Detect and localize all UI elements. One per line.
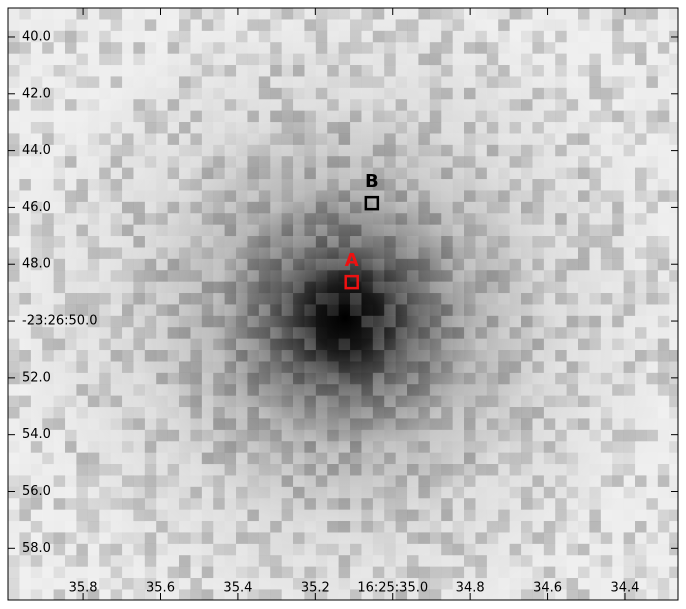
y-tick-label: 42.0 [22, 86, 51, 101]
x-tick-label: 35.4 [223, 581, 252, 596]
x-tick-label: 34.6 [533, 581, 562, 596]
x-tick-label: 34.8 [456, 581, 485, 596]
x-tick-label: 35.6 [146, 581, 175, 596]
y-tick-label: 54.0 [22, 427, 51, 442]
x-tick-label: 34.4 [610, 581, 639, 596]
y-tick-label: 44.0 [22, 143, 51, 158]
y-tick-label: 58.0 [22, 541, 51, 556]
x-tick-label: 35.2 [301, 581, 330, 596]
pixel-noise [8, 8, 681, 601]
y-tick-label: -23:26:50.0 [22, 314, 97, 329]
marker-label: B [365, 171, 379, 192]
x-tick-label: 35.8 [69, 581, 98, 596]
y-tick-label: 48.0 [22, 257, 51, 272]
chart: 40.0 42.0 44.0 46.0 48.0 -23:26:50.0 52.0 54.0 5… [0, 0, 686, 609]
y-tick-label: 56.0 [22, 484, 51, 499]
y-tick-label: 52.0 [22, 370, 51, 385]
y-tick-label: 46.0 [22, 200, 51, 215]
y-tick-label: 40.0 [22, 29, 51, 44]
x-tick-label: 16:25:35.0 [357, 581, 428, 596]
marker-label: A [345, 250, 359, 271]
